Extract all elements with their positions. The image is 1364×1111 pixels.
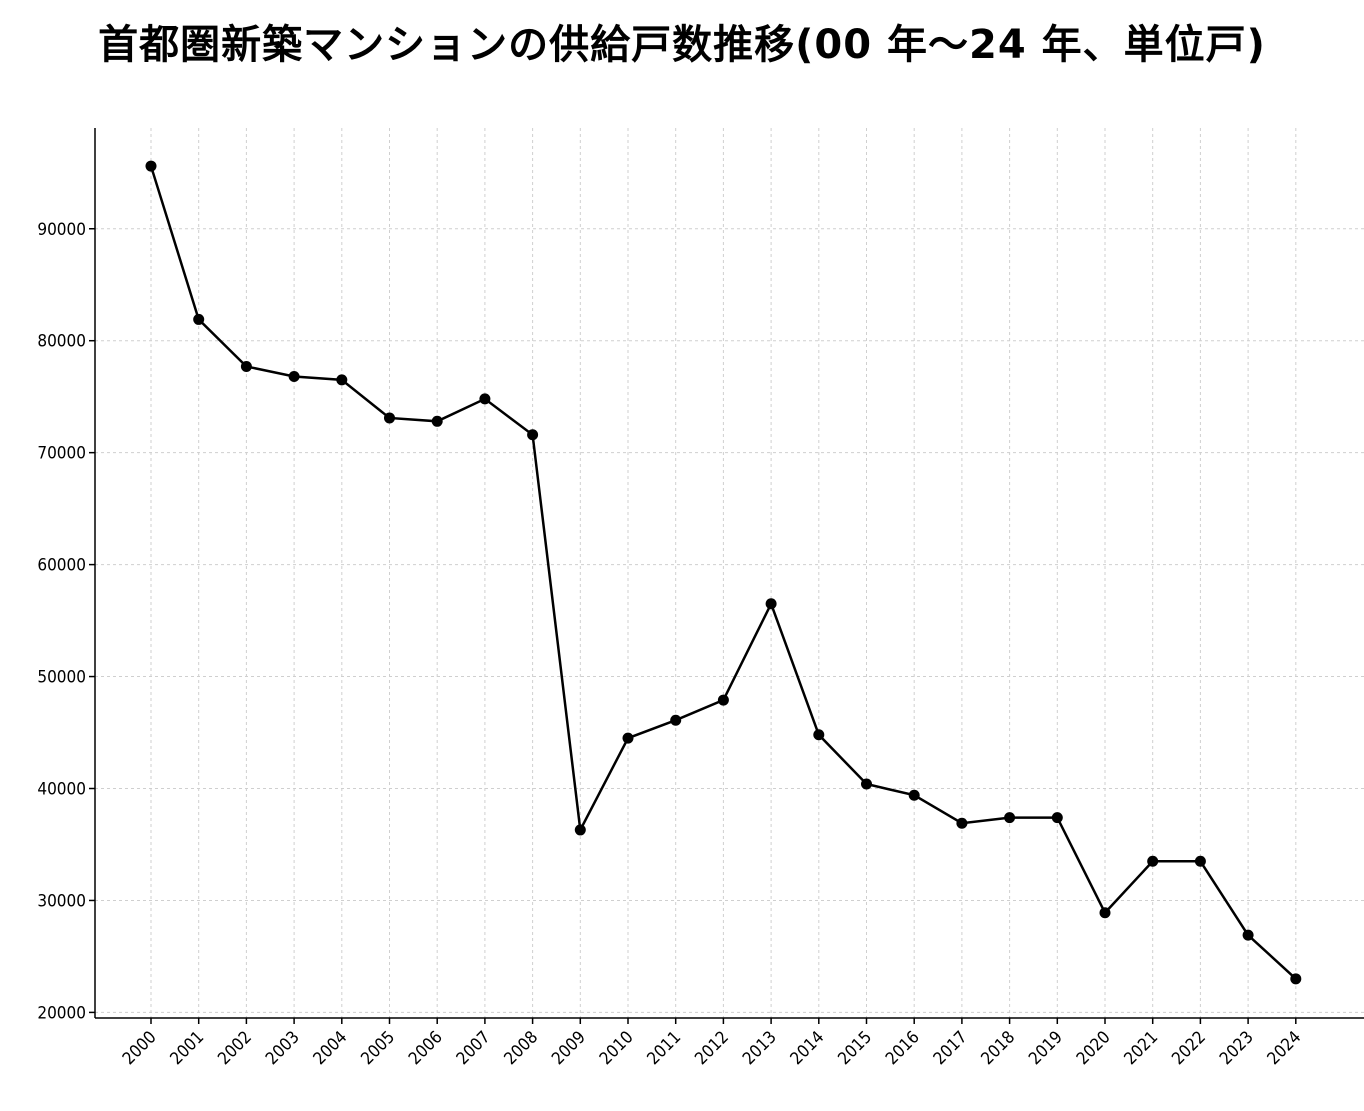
data-point: [288, 371, 300, 383]
x-tick-label: 2020: [1073, 1027, 1115, 1069]
x-tick-label: 2008: [500, 1027, 542, 1069]
x-tick-label: 2003: [262, 1027, 304, 1069]
data-point: [336, 374, 348, 386]
y-tick-label: 40000: [37, 780, 86, 800]
x-tick-label: 2016: [882, 1027, 924, 1069]
data-point: [670, 714, 682, 726]
x-tick-label: 2002: [214, 1027, 256, 1069]
x-tick-label: 2012: [691, 1027, 733, 1069]
data-point: [145, 160, 157, 172]
data-point: [622, 732, 634, 744]
data-point: [861, 778, 872, 790]
data-point: [908, 789, 920, 801]
data-point: [1147, 855, 1159, 867]
x-tick-label: 2018: [977, 1027, 1019, 1069]
y-tick-label: 80000: [37, 332, 86, 352]
series: [145, 160, 1302, 985]
data-point: [193, 313, 205, 325]
x-tick-label: 2024: [1264, 1027, 1306, 1069]
x-tick-label: 2000: [119, 1027, 161, 1069]
x-tick-label: 2019: [1025, 1027, 1067, 1069]
y-tick-label: 50000: [37, 668, 86, 688]
data-point: [479, 393, 491, 405]
data-point: [240, 360, 252, 372]
data-point: [1242, 929, 1254, 941]
x-tick-label: 2013: [739, 1027, 781, 1069]
data-point: [1004, 812, 1016, 824]
x-tick-label: 2014: [787, 1027, 829, 1069]
x-tick-label: 2023: [1216, 1027, 1258, 1069]
data-point: [574, 824, 586, 836]
y-tick-label: 20000: [37, 1003, 86, 1023]
axes: [89, 128, 1364, 1024]
data-point: [1194, 855, 1206, 867]
y-tick-label: 70000: [37, 444, 86, 464]
y-tick-label: 90000: [37, 220, 86, 240]
x-tick-label: 2010: [596, 1027, 638, 1069]
grid: [95, 128, 1364, 1018]
x-tick-label: 2015: [834, 1027, 876, 1069]
data-point: [431, 415, 443, 427]
x-tick-label: 2011: [644, 1027, 686, 1069]
data-point: [813, 729, 825, 741]
x-tick-label: 2022: [1168, 1027, 1210, 1069]
data-point: [765, 598, 777, 610]
data-point: [384, 412, 395, 424]
chart-title: 首都圏新築マンションの供給戸数推移(00 年〜24 年、単位戸): [98, 22, 1266, 68]
data-point: [717, 694, 729, 706]
x-tick-label: 2007: [453, 1027, 495, 1069]
data-point: [1099, 907, 1111, 919]
x-tick-label: 2021: [1121, 1027, 1163, 1069]
x-tick-label: 2017: [930, 1027, 972, 1069]
y-tick-label: 30000: [37, 891, 86, 911]
data-point: [956, 817, 968, 829]
data-point: [1290, 973, 1302, 985]
x-tick-label: 2004: [310, 1027, 352, 1069]
x-tick-label: 2001: [167, 1027, 209, 1069]
x-tick-label: 2009: [548, 1027, 590, 1069]
data-point: [1051, 812, 1063, 824]
data-point: [527, 429, 539, 441]
x-tick-label: 2006: [405, 1027, 447, 1069]
x-tick-label: 2005: [357, 1027, 399, 1069]
y-tick-label: 60000: [37, 556, 86, 576]
